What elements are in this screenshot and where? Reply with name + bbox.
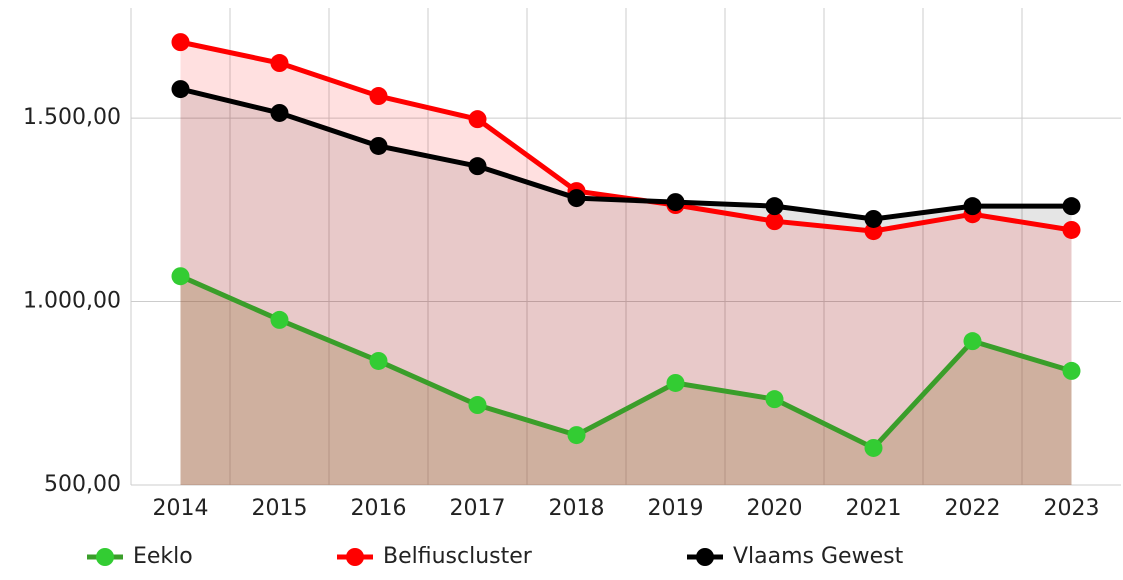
point [666, 193, 685, 212]
area [180, 89, 1072, 485]
point [369, 136, 388, 155]
point [468, 110, 487, 129]
area [180, 276, 1072, 485]
x-tick-label: 2017 [450, 496, 506, 521]
legend-marker [346, 548, 364, 566]
line [179, 273, 1073, 451]
point [369, 87, 388, 106]
legend-marker [696, 548, 714, 566]
legend-label: Vlaams Gewest [733, 544, 904, 569]
x-tick-label: 2016 [351, 496, 407, 521]
point [1062, 361, 1081, 380]
x-tick-label: 2015 [252, 496, 308, 521]
point [567, 426, 586, 445]
point [171, 80, 190, 99]
point [765, 390, 784, 409]
x-tick-label: 2023 [1044, 496, 1100, 521]
point [270, 103, 289, 122]
x-tick-label: 2022 [945, 496, 1001, 521]
x-tick-label: 2020 [747, 496, 803, 521]
y-tick-label: 500,00 [44, 472, 121, 497]
point [270, 310, 289, 329]
line [179, 86, 1072, 222]
point [1062, 220, 1081, 239]
point [765, 212, 784, 231]
legend-label: Belfiuscluster [383, 544, 533, 569]
point [963, 197, 982, 216]
x-tick-label: 2019 [648, 496, 704, 521]
point [567, 189, 586, 208]
point [171, 33, 190, 52]
point [369, 351, 388, 370]
point [963, 332, 982, 351]
point [171, 267, 190, 286]
point [765, 197, 784, 216]
x-tick-label: 2014 [153, 496, 209, 521]
point [468, 396, 487, 415]
point [666, 373, 685, 392]
legend-marker [96, 548, 114, 566]
point [1062, 197, 1081, 216]
y-tick-label: 1.500,00 [23, 105, 121, 130]
point [864, 209, 883, 228]
x-tick-label: 2021 [846, 496, 902, 521]
x-tick-label: 2018 [549, 496, 605, 521]
legend-label: Eeklo [133, 544, 193, 569]
point [864, 438, 883, 457]
point [270, 54, 289, 73]
point [468, 157, 487, 176]
y-tick-label: 1.000,00 [23, 289, 121, 314]
